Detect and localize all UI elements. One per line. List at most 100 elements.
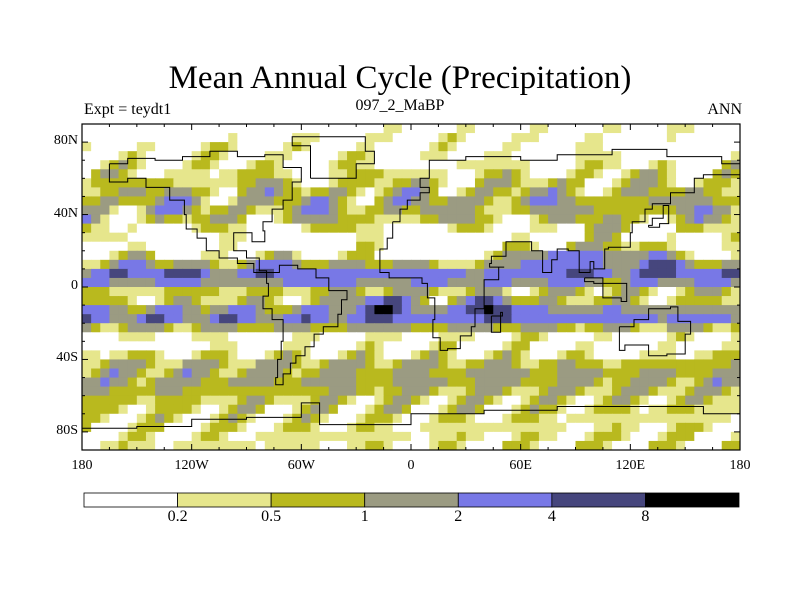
- field-cell: [584, 160, 595, 170]
- field-cell: [127, 368, 138, 379]
- field-cell: [575, 259, 586, 270]
- field-cell: [529, 404, 540, 415]
- field-cell: [730, 232, 740, 243]
- field-cell: [621, 214, 631, 225]
- field-cell: [429, 241, 439, 252]
- field-cell: [639, 241, 650, 252]
- field-cell: [191, 124, 202, 134]
- field-cell: [118, 386, 129, 397]
- field-cell: [602, 196, 613, 206]
- coastline-outline: [82, 136, 740, 429]
- field-cell: [365, 277, 375, 288]
- field-cell: [666, 277, 677, 288]
- field-cell: [529, 223, 540, 234]
- field-cell: [420, 377, 430, 388]
- field-cell: [456, 169, 467, 179]
- field-cell: [164, 404, 174, 415]
- field-cell: [292, 332, 302, 342]
- field-cell: [511, 350, 522, 360]
- field-cell: [685, 133, 695, 143]
- field-cell: [639, 178, 650, 188]
- field-cell: [456, 133, 467, 143]
- field-cell: [438, 323, 449, 333]
- field-cell: [456, 287, 467, 297]
- field-cell: [721, 296, 732, 306]
- field-cell: [593, 169, 604, 179]
- field-cell: [602, 413, 613, 424]
- field-cell: [694, 196, 704, 206]
- field-cell: [484, 287, 494, 297]
- field-cell: [676, 196, 686, 206]
- field-cell: [100, 341, 110, 351]
- field-cell: [82, 160, 92, 170]
- field-cell: [602, 214, 613, 225]
- field-cell: [447, 169, 458, 179]
- field-cell: [639, 160, 650, 170]
- field-cell: [392, 350, 403, 360]
- field-cell: [429, 368, 439, 379]
- field-cell: [438, 287, 449, 297]
- field-cell: [566, 133, 576, 143]
- field-cell: [685, 142, 695, 152]
- field-cell: [392, 268, 403, 279]
- field-cell: [219, 350, 229, 360]
- field-cell: [712, 124, 723, 134]
- field-cell: [209, 232, 220, 243]
- field-cell: [347, 395, 357, 406]
- field-cell: [612, 124, 622, 134]
- field-cell: [219, 187, 229, 197]
- field-cell: [694, 395, 704, 406]
- field-cell: [182, 440, 193, 450]
- field-cell: [520, 133, 531, 143]
- field-cell: [420, 332, 430, 342]
- field-cell: [685, 241, 695, 252]
- field-cell: [447, 287, 458, 297]
- field-cell: [292, 241, 302, 252]
- field-cell: [191, 178, 202, 188]
- field-cell: [164, 332, 174, 342]
- field-cell: [82, 205, 92, 216]
- field-cell: [557, 259, 567, 270]
- field-cell: [602, 323, 613, 333]
- field-cell: [365, 124, 375, 134]
- field-cell: [493, 368, 503, 379]
- field-cell: [548, 350, 558, 360]
- field-cell: [173, 359, 184, 369]
- field-cell: [401, 205, 412, 216]
- field-cell: [712, 178, 723, 188]
- field-cell: [465, 323, 476, 333]
- field-cell: [685, 395, 695, 406]
- field-cell: [365, 259, 375, 270]
- field-cell: [438, 332, 449, 342]
- field-cell: [255, 332, 266, 342]
- field-cell: [538, 268, 549, 279]
- field-cell: [411, 124, 421, 134]
- field-cell: [392, 142, 403, 152]
- field-cell: [529, 422, 540, 433]
- field-cell: [118, 277, 129, 288]
- field-cell: [255, 142, 266, 152]
- field-cell: [447, 133, 458, 143]
- field-cell: [255, 341, 266, 351]
- field-cell: [337, 440, 348, 450]
- field-cell: [639, 268, 650, 279]
- field-cell: [155, 187, 165, 197]
- field-cell: [109, 232, 120, 243]
- field-cell: [191, 151, 202, 161]
- field-cell: [648, 440, 659, 450]
- field-cell: [292, 323, 302, 333]
- field-cell: [502, 440, 513, 450]
- field-cell: [465, 214, 476, 225]
- field-cell: [127, 377, 138, 388]
- field-cell: [374, 440, 385, 450]
- field-cell: [465, 205, 476, 216]
- field-cell: [548, 205, 558, 216]
- field-cell: [283, 350, 293, 360]
- field-cell: [301, 232, 311, 243]
- field-cell: [593, 160, 604, 170]
- field-cell: [118, 268, 129, 279]
- field-cell: [337, 314, 348, 324]
- field-cell: [273, 386, 284, 397]
- field-cell: [511, 431, 522, 442]
- field-cell: [228, 332, 238, 342]
